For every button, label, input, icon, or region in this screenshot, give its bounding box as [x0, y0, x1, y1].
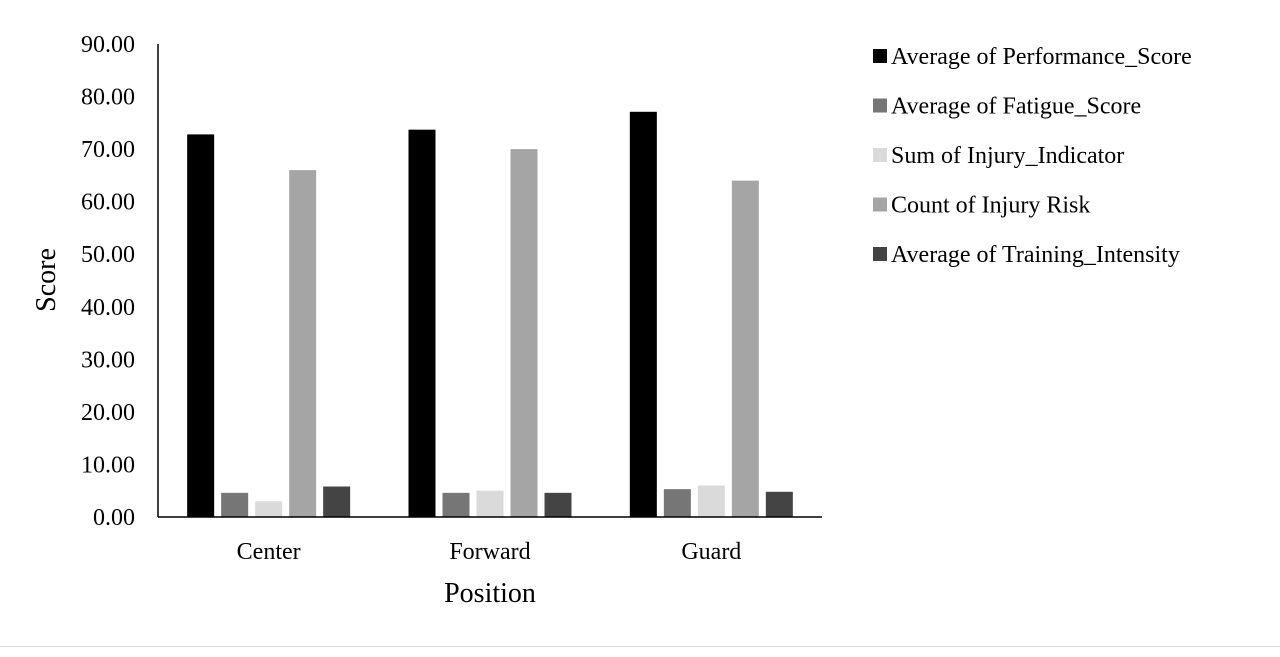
- y-tick-label: 0.00: [93, 505, 135, 531]
- y-axis-title: Score: [31, 248, 62, 312]
- bar-guard-series-4: [731, 180, 759, 517]
- y-tick-label: 20.00: [81, 400, 135, 426]
- bar-forward-series-1: [408, 129, 436, 517]
- y-tick-label: 10.00: [81, 452, 135, 478]
- legend-label: Sum of Injury_Indicator: [891, 143, 1124, 169]
- y-axis: 0.00 10.00 20.00 30.00 40.00 50.00 60.00 70.00 8…: [81, 32, 159, 531]
- bar-guard-series-5: [765, 491, 793, 517]
- legend-item: Average of Training_Intensity: [873, 242, 1180, 268]
- y-tick-label: 90.00: [81, 32, 135, 58]
- bar-guard-series-1: [629, 111, 657, 518]
- y-tick-label: 80.00: [81, 85, 135, 111]
- y-tick-label: 70.00: [81, 137, 135, 163]
- legend-label: Average of Training_Intensity: [891, 242, 1180, 268]
- bar-center-series-1: [187, 134, 215, 517]
- bar-guard-series-3: [697, 485, 725, 517]
- legend-label: Count of Injury Risk: [891, 193, 1090, 219]
- legend-item: Count of Injury Risk: [873, 193, 1090, 219]
- x-tick-label: Guard: [681, 539, 741, 565]
- y-tick-label: 50.00: [81, 242, 135, 268]
- bottom-divider: [0, 646, 1280, 647]
- x-axis-title: Position: [444, 578, 536, 609]
- x-tick-label: Center: [237, 539, 301, 565]
- y-tick-label: 60.00: [81, 190, 135, 216]
- legend-item: Average of Performance_Score: [873, 44, 1192, 70]
- bar-center-series-5: [323, 486, 351, 517]
- legend-label: Average of Fatigue_Score: [891, 94, 1141, 120]
- y-tick-label: 40.00: [81, 295, 135, 321]
- bar-forward-series-2: [442, 492, 470, 517]
- legend: Average of Performance_Score Average of F…: [873, 44, 1192, 268]
- bar-center-series-2: [221, 492, 249, 517]
- bar-center-series-4: [289, 170, 317, 517]
- bar-forward-series-4: [510, 149, 538, 517]
- x-axis: Center Forward Guard: [158, 516, 822, 565]
- legend-swatch: [873, 247, 887, 261]
- y-tick-label: 30.00: [81, 347, 135, 373]
- bar-forward-series-5: [544, 492, 572, 517]
- legend-item: Sum of Injury_Indicator: [873, 143, 1124, 169]
- bar-guard-series-2: [663, 489, 691, 517]
- legend-swatch: [873, 197, 887, 212]
- legend-swatch: [873, 98, 887, 113]
- legend-item: Average of Fatigue_Score: [873, 94, 1141, 120]
- legend-swatch: [873, 148, 887, 162]
- bar-center-series-3: [255, 501, 283, 517]
- plot-area: [187, 111, 793, 518]
- bar-forward-series-3: [476, 490, 504, 517]
- legend-label: Average of Performance_Score: [891, 44, 1192, 70]
- legend-swatch: [873, 49, 887, 63]
- x-tick-label: Forward: [449, 539, 530, 565]
